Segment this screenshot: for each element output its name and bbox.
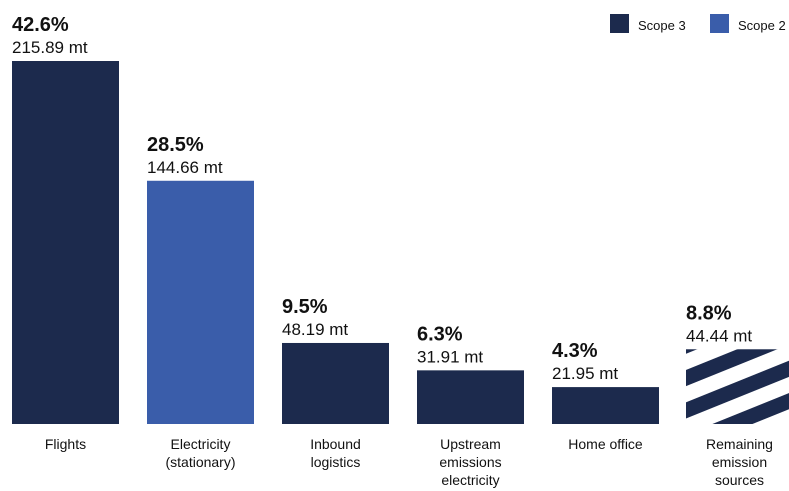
percent-label-1: 42.6% xyxy=(12,14,69,36)
value-label-1: 215.89 mt xyxy=(12,38,88,57)
value-label-6: 44.44 mt xyxy=(686,326,752,345)
bars xyxy=(12,61,789,424)
legend-label-scope-3: Scope 3 xyxy=(638,18,686,33)
bar-3 xyxy=(282,342,389,424)
value-label-2: 144.66 mt xyxy=(147,158,223,177)
category-labels: Flights Electricity (stationary) Inbound log… xyxy=(45,436,773,488)
percent-label-5: 4.3% xyxy=(552,340,598,362)
category-label-5: Home office xyxy=(568,436,643,452)
category-label-4: Upstream emissions electricity xyxy=(439,436,501,488)
legend-label-scope-2: Scope 2 xyxy=(738,18,786,33)
legend-swatch-scope-3 xyxy=(610,14,629,33)
value-label-4: 31.91 mt xyxy=(417,347,483,366)
bar-4 xyxy=(417,370,524,424)
value-label-5: 21.95 mt xyxy=(552,364,618,383)
category-label-1: Flights xyxy=(45,436,86,452)
bar-6 xyxy=(686,349,789,424)
legend: Scope 3 Scope 2 xyxy=(610,14,786,33)
value-label-3: 48.19 mt xyxy=(282,320,348,339)
bar-5 xyxy=(552,387,659,424)
percent-label-6: 8.8% xyxy=(686,302,732,324)
legend-swatch-scope-2 xyxy=(710,14,729,33)
category-label-2: Electricity (stationary) xyxy=(165,436,235,470)
percent-label-3: 9.5% xyxy=(282,296,328,318)
bar-2 xyxy=(147,180,254,424)
bar-1 xyxy=(12,61,119,424)
category-label-3: Inbound logistics xyxy=(310,436,361,470)
percent-label-2: 28.5% xyxy=(147,134,204,156)
percent-label-4: 6.3% xyxy=(417,323,463,345)
data-labels: 42.6% 215.89 mt 28.5% 144.66 mt 9.5% 48.19 mt… xyxy=(12,14,752,383)
category-label-6: Remaining emission sources xyxy=(706,436,773,488)
